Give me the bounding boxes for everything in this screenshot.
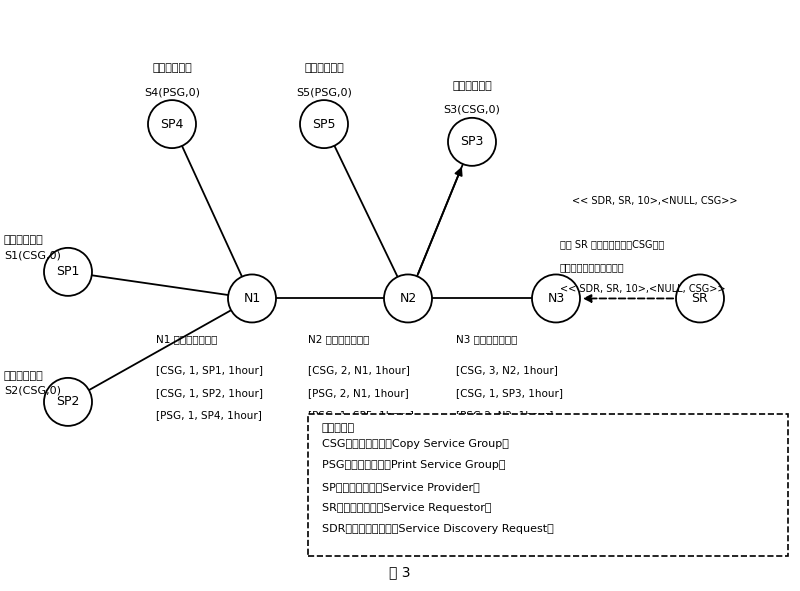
Text: 彩色复印服务: 彩色复印服务 — [452, 81, 492, 91]
Text: [PSG, 1, SP4, 1hour]: [PSG, 1, SP4, 1hour] — [156, 410, 262, 420]
Text: N1: N1 — [243, 292, 261, 305]
Text: SR: SR — [692, 292, 708, 305]
Text: CSG：复印服务组（Copy Service Group）: CSG：复印服务组（Copy Service Group） — [322, 439, 509, 449]
Text: SP4: SP4 — [160, 118, 184, 131]
Ellipse shape — [676, 274, 724, 323]
Text: 节点 SR 请求复印服务（CSG），: 节点 SR 请求复印服务（CSG）， — [560, 239, 664, 249]
Text: SR：服务请求者（Service Requestor）: SR：服务请求者（Service Requestor） — [322, 503, 491, 513]
Text: SP1: SP1 — [56, 265, 80, 278]
Text: SP：服务提供者（Service Provider）: SP：服务提供者（Service Provider） — [322, 482, 479, 492]
Ellipse shape — [384, 274, 432, 323]
Text: N3: N3 — [547, 292, 565, 305]
Text: [PSG 2, N2, 1hour]: [PSG 2, N2, 1hour] — [456, 410, 554, 420]
Text: [PSG, 2, N1, 1hour]: [PSG, 2, N1, 1hour] — [308, 388, 409, 398]
Ellipse shape — [44, 378, 92, 426]
FancyBboxPatch shape — [308, 414, 788, 556]
Text: << SDR, SR, 10>,<NULL, CSG>>: << SDR, SR, 10>,<NULL, CSG>> — [560, 284, 726, 294]
Text: SDR：服务发现请求（Service Discovery Request）: SDR：服务发现请求（Service Discovery Request） — [322, 524, 554, 534]
Text: SP2: SP2 — [56, 395, 80, 408]
Ellipse shape — [148, 100, 196, 148]
Text: [CSG, 2, N1, 1hour]: [CSG, 2, N1, 1hour] — [308, 365, 410, 375]
Text: 黑白打印服务: 黑白打印服务 — [304, 63, 344, 73]
Text: [CSG, 1, SP3, 1hour]: [CSG, 1, SP3, 1hour] — [456, 388, 563, 398]
Ellipse shape — [532, 274, 580, 323]
Text: S2(CSG,0): S2(CSG,0) — [4, 386, 61, 396]
Text: S1(CSG,0): S1(CSG,0) — [4, 250, 61, 260]
Text: 发出如下服务发现请求：: 发出如下服务发现请求： — [560, 262, 625, 272]
Text: N2 的服务信息缓存: N2 的服务信息缓存 — [308, 334, 370, 344]
Text: 黑白复印服务: 黑白复印服务 — [4, 371, 44, 381]
Text: 图 3: 图 3 — [390, 565, 410, 579]
Text: 彩色打印服务: 彩色打印服务 — [152, 63, 192, 73]
Text: [CSG, 1, SP2, 1hour]: [CSG, 1, SP2, 1hour] — [156, 388, 263, 398]
Text: N3 的服务信息缓存: N3 的服务信息缓存 — [456, 334, 518, 344]
Text: N2: N2 — [399, 292, 417, 305]
Text: [CSG, 3, N2, 1hour]: [CSG, 3, N2, 1hour] — [456, 365, 558, 375]
Ellipse shape — [44, 248, 92, 296]
Ellipse shape — [228, 274, 276, 323]
Text: 彩色复印服务: 彩色复印服务 — [4, 235, 44, 245]
Text: N1 的服务信息缓存: N1 的服务信息缓存 — [156, 334, 218, 344]
Text: [CSG, 1, SP1, 1hour]: [CSG, 1, SP1, 1hour] — [156, 365, 263, 375]
Text: [PSG, 1, SP5, 1hour]: [PSG, 1, SP5, 1hour] — [308, 410, 414, 420]
Text: SP5: SP5 — [312, 118, 336, 131]
Text: SP3: SP3 — [460, 135, 484, 148]
Text: S3(CSG,0): S3(CSG,0) — [443, 105, 501, 115]
Text: 图例说明：: 图例说明： — [322, 423, 354, 433]
Text: PSG：打印服务组（Print Service Group）: PSG：打印服务组（Print Service Group） — [322, 460, 505, 470]
Ellipse shape — [448, 118, 496, 166]
Ellipse shape — [300, 100, 348, 148]
Text: S4(PSG,0): S4(PSG,0) — [144, 87, 200, 97]
Text: S5(PSG,0): S5(PSG,0) — [296, 87, 352, 97]
Text: << SDR, SR, 10>,<NULL, CSG>>: << SDR, SR, 10>,<NULL, CSG>> — [572, 196, 738, 206]
